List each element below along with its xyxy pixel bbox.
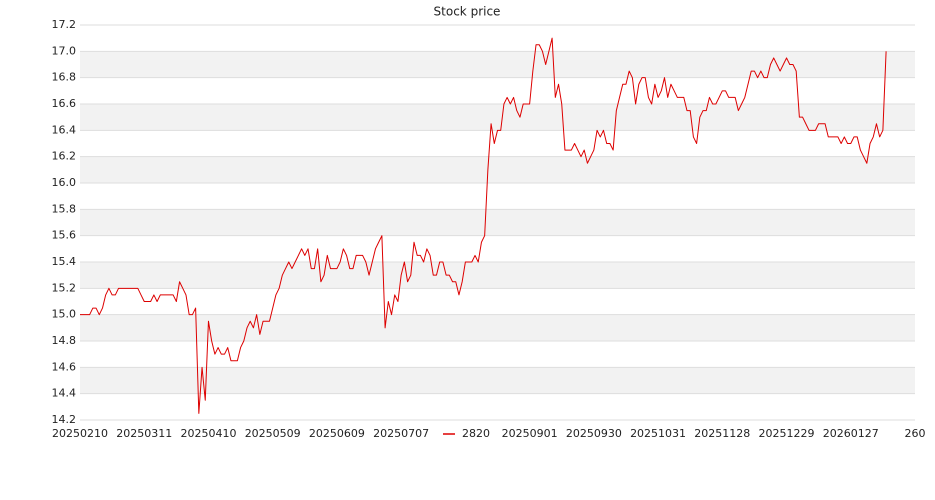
chart-title: Stock price: [434, 5, 501, 19]
x-tick-label: 20250609: [309, 427, 365, 440]
grid-band: [80, 262, 915, 289]
y-tick-label: 15.8: [52, 202, 77, 215]
grid-band: [80, 156, 915, 183]
x-tick-label: 20260127: [823, 427, 879, 440]
grid-band: [80, 51, 915, 78]
x-tick-label: 20250707: [373, 427, 429, 440]
x-tick-label: 20251128: [694, 427, 750, 440]
x-tick-label: 20250901: [502, 427, 558, 440]
x-tick-label: 20250930: [566, 427, 622, 440]
y-tick-label: 14.4: [52, 387, 77, 400]
x-tick-label: 20250509: [245, 427, 301, 440]
y-tick-label: 15.0: [52, 308, 77, 321]
x-tick-label: 20251229: [759, 427, 815, 440]
y-tick-label: 15.6: [52, 229, 77, 242]
y-tick-label: 14.6: [52, 360, 77, 373]
y-tick-label: 14.8: [52, 334, 77, 347]
grid-band: [80, 209, 915, 236]
y-tick-label: 15.2: [52, 281, 77, 294]
x-tick-label: 260: [905, 427, 926, 440]
y-tick-label: 16.6: [52, 97, 77, 110]
x-tick-label: 20250210: [52, 427, 108, 440]
grid-band: [80, 314, 915, 341]
price-line: [80, 37, 887, 414]
y-tick-label: 16.2: [52, 150, 77, 163]
y-tick-label: 16.8: [52, 71, 77, 84]
y-tick-label: 14.2: [52, 413, 77, 426]
grid-band: [80, 104, 915, 131]
x-tick-label: 20250311: [116, 427, 172, 440]
x-tick-label: 20251031: [630, 427, 686, 440]
grid-band: [80, 367, 915, 394]
x-tick-label: 20250410: [180, 427, 236, 440]
legend-label: 2820: [462, 427, 490, 440]
y-tick-label: 16.0: [52, 176, 77, 189]
y-tick-label: 17.2: [52, 18, 77, 31]
y-tick-label: 15.4: [52, 255, 77, 268]
y-tick-label: 17.0: [52, 44, 77, 57]
y-tick-label: 16.4: [52, 123, 77, 136]
